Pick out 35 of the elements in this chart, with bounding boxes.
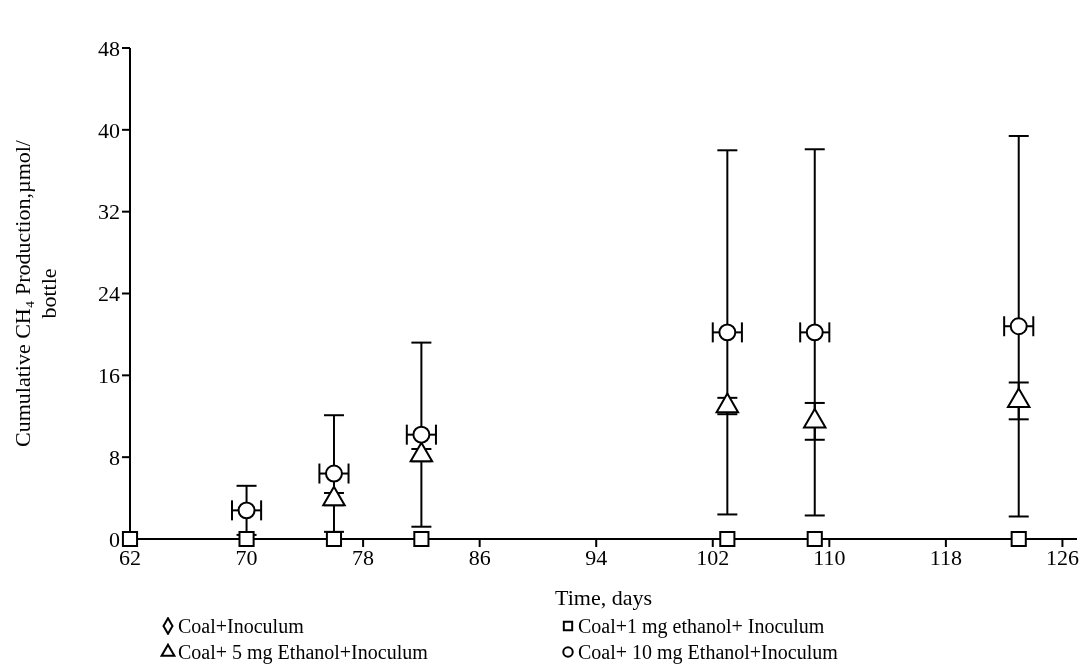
point	[325, 530, 343, 548]
x-tick-label: 118	[929, 544, 962, 570]
x-tick-label: 86	[468, 544, 491, 570]
point	[238, 530, 255, 548]
legend-label: Coal+ 10 mg Ethanol+Inoculum	[578, 640, 838, 665]
x-tick-label: 94	[585, 544, 608, 570]
point	[412, 425, 431, 444]
point	[237, 501, 256, 520]
x-tick-label: 110	[813, 544, 846, 570]
point	[1009, 317, 1028, 336]
point	[324, 464, 343, 483]
point	[1010, 530, 1027, 548]
legend-label: Coal+ 5 mg Ethanol+Inoculum	[178, 640, 428, 665]
y-axis-title: Cumulative CH₄ Production,µmol/ bottle	[10, 139, 61, 447]
point	[121, 530, 139, 548]
point	[718, 323, 737, 342]
y-tick-label: 48	[98, 35, 120, 61]
y-tick-label: 24	[98, 281, 120, 307]
legend-label: Coal+Inoculum	[178, 614, 304, 639]
y-tick-label: 16	[98, 363, 120, 389]
x-tick-label: 62	[119, 544, 141, 570]
point	[719, 530, 736, 548]
x-tick-label: 78	[352, 544, 375, 570]
x-axis-title: Time, days	[555, 585, 652, 610]
x-tick-label: 126	[1045, 544, 1079, 570]
x-tick-label: 70	[235, 544, 258, 570]
point	[805, 323, 824, 342]
y-tick-label: 8	[109, 444, 120, 470]
legend-label: Coal+1 mg ethanol+ Inoculum	[578, 614, 825, 639]
y-tick-label: 32	[98, 199, 120, 225]
point	[413, 530, 430, 548]
y-tick-label: 40	[98, 117, 120, 143]
y-tick-label: 0	[109, 526, 120, 552]
point	[806, 530, 823, 548]
x-tick-label: 102	[696, 544, 730, 570]
